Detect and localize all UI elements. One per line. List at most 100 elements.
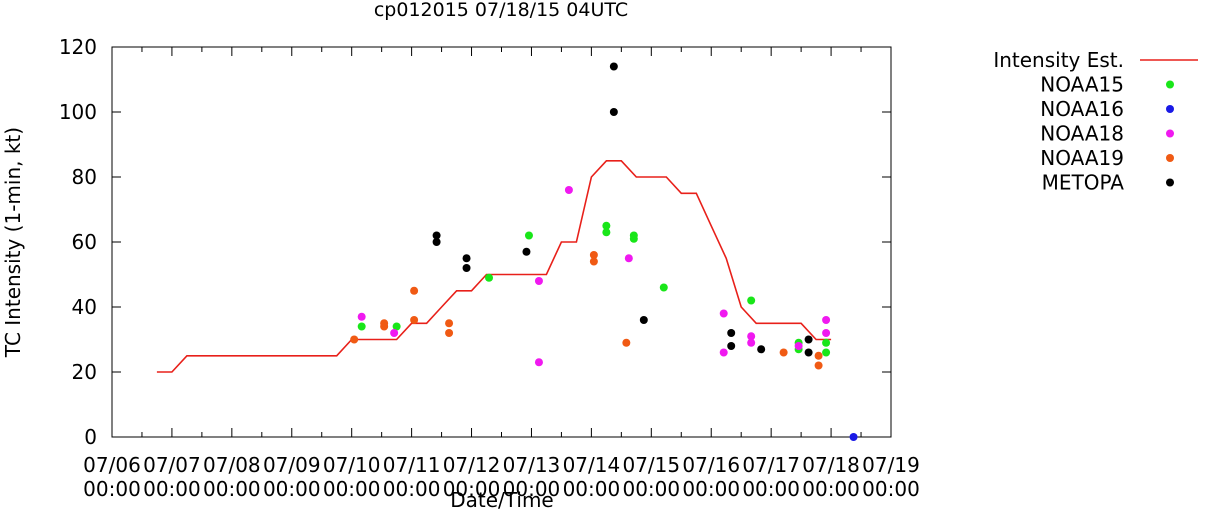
data-point-metopa	[522, 247, 531, 256]
legend-point-swatch	[1166, 178, 1174, 187]
data-point-metopa	[727, 342, 736, 350]
data-point-noaa15	[357, 322, 366, 331]
x-axis-ticks: 07/0600:0007/0700:0007/0800:0007/0900:00…	[83, 47, 920, 501]
data-point-noaa15	[392, 322, 401, 331]
plot-frame	[111, 46, 892, 438]
data-point-metopa	[462, 254, 471, 263]
data-point-noaa15	[602, 221, 611, 230]
y-tick-label: 40	[72, 295, 97, 319]
x-tick-date-label: 07/10	[323, 453, 381, 477]
legend: Intensity Est.NOAA15NOAA16NOAA18NOAA19ME…	[993, 48, 1198, 195]
x-tick-date-label: 07/12	[443, 453, 501, 477]
data-point-noaa19	[410, 286, 419, 295]
data-point-noaa15	[485, 273, 494, 282]
data-point-noaa19	[814, 351, 823, 360]
data-point-noaa18	[564, 186, 573, 194]
data-point-noaa18	[534, 358, 543, 367]
x-tick-date-label: 07/08	[203, 453, 261, 477]
legend-label: NOAA15	[1040, 73, 1124, 97]
x-tick-date-label: 07/19	[862, 453, 920, 477]
data-point-noaa15	[602, 228, 611, 237]
y-tick-label: 60	[72, 230, 97, 254]
y-tick-label: 120	[59, 35, 97, 59]
x-tick-date-label: 07/11	[383, 453, 441, 477]
legend-label: NOAA16	[1040, 97, 1124, 121]
y-tick-label: 0	[84, 425, 97, 449]
data-point-noaa16	[849, 433, 858, 441]
data-point-noaa15	[629, 234, 638, 243]
data-point-noaa18	[624, 254, 633, 263]
data-point-noaa15	[524, 231, 533, 240]
x-tick-date-label: 07/13	[503, 453, 561, 477]
data-point-noaa19	[410, 316, 419, 324]
legend-label: METOPA	[1042, 171, 1125, 195]
legend-label: NOAA18	[1040, 122, 1124, 146]
y-tick-label: 80	[72, 165, 97, 189]
data-point-metopa	[804, 335, 813, 344]
x-tick-date-label: 07/18	[802, 453, 860, 477]
x-tick-date-label: 07/06	[83, 453, 141, 477]
data-point-metopa	[609, 108, 618, 116]
x-tick-time-label: 00:00	[263, 477, 321, 501]
data-point-noaa18	[747, 338, 756, 347]
x-tick-date-label: 07/17	[742, 453, 800, 477]
data-point-noaa18	[822, 329, 831, 337]
data-point-noaa19	[445, 319, 454, 328]
data-point-noaa19	[589, 257, 598, 266]
x-tick-time-label: 00:00	[742, 477, 800, 501]
x-tick-date-label: 07/09	[263, 453, 321, 477]
data-point-noaa19	[589, 251, 598, 259]
data-point-noaa15	[659, 283, 668, 292]
x-tick-time-label: 00:00	[443, 477, 501, 501]
x-axis-title: Date/Time	[450, 488, 554, 509]
data-point-noaa18	[719, 348, 728, 357]
data-point-noaa15	[747, 296, 756, 305]
y-axis-ticks: 0 20 40 60 80 100 120	[59, 35, 891, 449]
data-point-noaa18	[822, 316, 831, 324]
x-tick-date-label: 07/14	[563, 453, 621, 477]
data-point-metopa	[432, 231, 441, 240]
x-tick-time-label: 00:00	[383, 477, 441, 501]
data-point-metopa	[757, 345, 766, 354]
x-tick-date-label: 07/15	[622, 453, 680, 477]
data-point-noaa19	[814, 361, 823, 370]
legend-point-swatch	[1166, 105, 1174, 113]
data-point-noaa19	[445, 329, 454, 337]
data-point-noaa18	[390, 329, 399, 337]
data-point-metopa	[609, 62, 618, 71]
data-point-noaa18	[794, 342, 803, 350]
data-point-noaa15	[822, 338, 831, 347]
x-tick-time-label: 00:00	[862, 477, 920, 501]
data-point-metopa	[462, 264, 471, 272]
data-point-noaa19	[380, 322, 389, 331]
x-tick-time-label: 00:00	[622, 477, 680, 501]
data-point-metopa	[804, 348, 813, 357]
x-tick-date-label: 07/16	[682, 453, 740, 477]
y-axis-title: TC Intensity (1-min, kt)	[1, 127, 25, 358]
data-point-noaa18	[357, 312, 366, 321]
data-point-metopa	[727, 329, 736, 337]
data-point-metopa	[432, 238, 441, 246]
data-point-noaa19	[622, 338, 631, 347]
x-tick-time-label: 00:00	[802, 477, 860, 501]
data-point-noaa19	[779, 348, 788, 357]
series-line-intensity-est	[156, 160, 832, 373]
legend-point-swatch	[1166, 80, 1174, 89]
x-tick-time-label: 00:00	[83, 477, 141, 501]
data-point-noaa18	[534, 277, 543, 285]
x-tick-time-label: 00:00	[143, 477, 201, 501]
data-point-noaa15	[822, 348, 831, 357]
x-tick-time-label: 00:00	[682, 477, 740, 501]
x-tick-date-label: 07/07	[143, 453, 201, 477]
legend-label: Intensity Est.	[993, 48, 1124, 72]
legend-point-swatch	[1166, 129, 1174, 138]
x-tick-time-label: 00:00	[563, 477, 621, 501]
series-layer	[156, 62, 858, 441]
data-point-noaa18	[719, 309, 728, 318]
x-tick-time-label: 00:00	[323, 477, 381, 501]
data-point-noaa19	[350, 335, 359, 344]
legend-label: NOAA19	[1040, 146, 1124, 170]
data-point-noaa18	[747, 332, 756, 341]
